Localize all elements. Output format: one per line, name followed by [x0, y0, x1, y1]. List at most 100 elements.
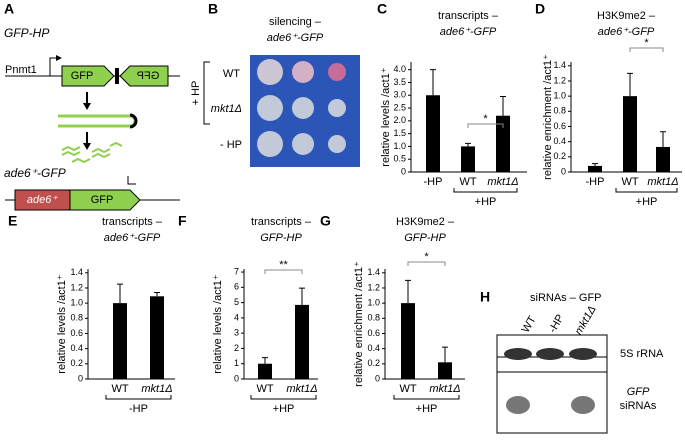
chart-subtitle: ade6⁺-GFP	[104, 232, 161, 244]
panel-title: ade6⁺-GFP	[267, 32, 324, 44]
y-tick-label: 5	[234, 297, 239, 307]
chart: transcripts – GFP-HP relative levels /act1…	[212, 216, 318, 415]
significance-bracket	[407, 261, 446, 266]
bar	[623, 96, 637, 172]
x-tick-label: mkt1Δ	[286, 383, 317, 395]
y-tick-label: 1.0	[367, 298, 380, 308]
significance-bracket	[264, 269, 303, 274]
error-bar	[430, 69, 436, 96]
error-bar	[117, 283, 123, 304]
y-tick-label: 1.0	[393, 141, 406, 151]
arrow-head	[56, 55, 62, 61]
significance-label: **	[279, 259, 288, 271]
x-tick-label: -HP	[424, 176, 443, 188]
y-tick-label: 0.6	[553, 121, 566, 131]
promoter-label: Pnmt1	[5, 64, 37, 76]
lane-label: mkt1Δ	[573, 304, 599, 337]
y-tick-label: 1.2	[553, 75, 566, 85]
y-tick-label: 2	[234, 343, 239, 353]
panel-letter: C	[377, 1, 387, 17]
x-tick-label: WT	[621, 176, 638, 188]
promoter-arrow	[127, 176, 136, 185]
y-tick-label: 0	[401, 166, 406, 176]
y-tick-label: 7	[234, 266, 239, 276]
bar	[295, 304, 309, 379]
significance-label: *	[424, 251, 429, 263]
y-tick-label: 0.2	[553, 151, 566, 161]
lane-label: WT	[520, 314, 539, 335]
chart-title: transcripts –	[251, 216, 312, 228]
y-axis-label: relative enrichment /act1⁺	[542, 54, 554, 180]
band	[504, 348, 532, 360]
bar	[438, 362, 452, 379]
y-tick-label: 4.0	[393, 64, 406, 74]
y-tick-label: 0.8	[553, 106, 566, 116]
error-bar	[299, 287, 305, 305]
hairpin-loop	[129, 113, 138, 129]
gel-box	[496, 356, 608, 434]
group-bracket	[453, 188, 518, 193]
significance-label: *	[644, 37, 649, 49]
y-axis-label: relative enrichment /act1⁺	[353, 261, 365, 387]
gfp-box	[69, 189, 141, 211]
arrow-head	[83, 103, 91, 110]
y-tick-label: 3	[234, 328, 239, 338]
bar	[588, 165, 602, 172]
error-bar	[262, 357, 268, 364]
spot	[328, 99, 346, 117]
chart: transcripts – ade6⁺-GFP relative levels /a…	[380, 10, 527, 208]
group-label: +HP	[636, 196, 658, 208]
x-tick-label: mkt1Δ	[487, 176, 518, 188]
chart-title: H3K9me2 –	[396, 216, 455, 228]
spots	[257, 59, 346, 157]
error-bar	[592, 163, 598, 166]
error-bar	[405, 279, 411, 304]
x-tick-label: WT	[111, 383, 128, 395]
panel-letter: F	[178, 213, 187, 229]
bar	[113, 303, 127, 379]
x-tick-label: mkt1Δ	[647, 176, 678, 188]
bar	[461, 146, 475, 172]
bracket	[203, 61, 210, 125]
error-bar	[627, 72, 633, 97]
y-tick-label: 3.0	[393, 90, 406, 100]
spacer	[115, 68, 119, 84]
chart-title: transcripts –	[438, 10, 499, 22]
y-tick-label: 0.6	[367, 328, 380, 338]
y-tick-label: 1	[234, 358, 239, 368]
y-tick-label: 0	[375, 373, 380, 383]
error-bar	[442, 346, 448, 363]
gene-label: GFP	[91, 194, 114, 206]
sirnas	[61, 141, 123, 164]
promoter-arrow	[49, 57, 58, 76]
reporter-title: ade6⁺-GFP	[4, 166, 66, 180]
y-tick-label: 2.5	[393, 102, 406, 112]
panel-letter: A	[4, 1, 14, 17]
x-tick-label: WT	[256, 383, 273, 395]
panel-letter: D	[535, 1, 545, 17]
group-label: -HP	[129, 403, 148, 415]
y-tick-label: 0.6	[70, 328, 83, 338]
band-label: 5S rRNA	[620, 348, 664, 360]
y-tick-label: 1.0	[553, 91, 566, 101]
y-axis-label: relative levels /act1⁺	[56, 274, 68, 374]
y-tick-label: 0.2	[70, 358, 83, 368]
gfp-box	[61, 65, 115, 87]
y-tick-label: 1.4	[367, 267, 380, 277]
error-bar	[660, 131, 666, 147]
spot	[257, 131, 283, 157]
row-label: mkt1Δ	[211, 103, 242, 115]
group-bracket	[615, 188, 678, 193]
chart-subtitle: ade6⁺-GFP	[598, 26, 655, 38]
y-axis-label: relative levels /act1⁺	[212, 274, 224, 374]
bar	[150, 296, 164, 379]
error-bar	[465, 142, 471, 147]
chart: H3K9me2 – ade6⁺-GFP relative enrichment /a…	[542, 10, 682, 208]
spot	[257, 95, 283, 121]
chart: transcripts – ade6⁺-GFP relative levels /a…	[56, 216, 175, 415]
panel-letter: G	[320, 213, 331, 229]
gfp-box	[119, 65, 169, 87]
panel-title: silencing –	[269, 16, 322, 28]
band	[571, 396, 595, 414]
